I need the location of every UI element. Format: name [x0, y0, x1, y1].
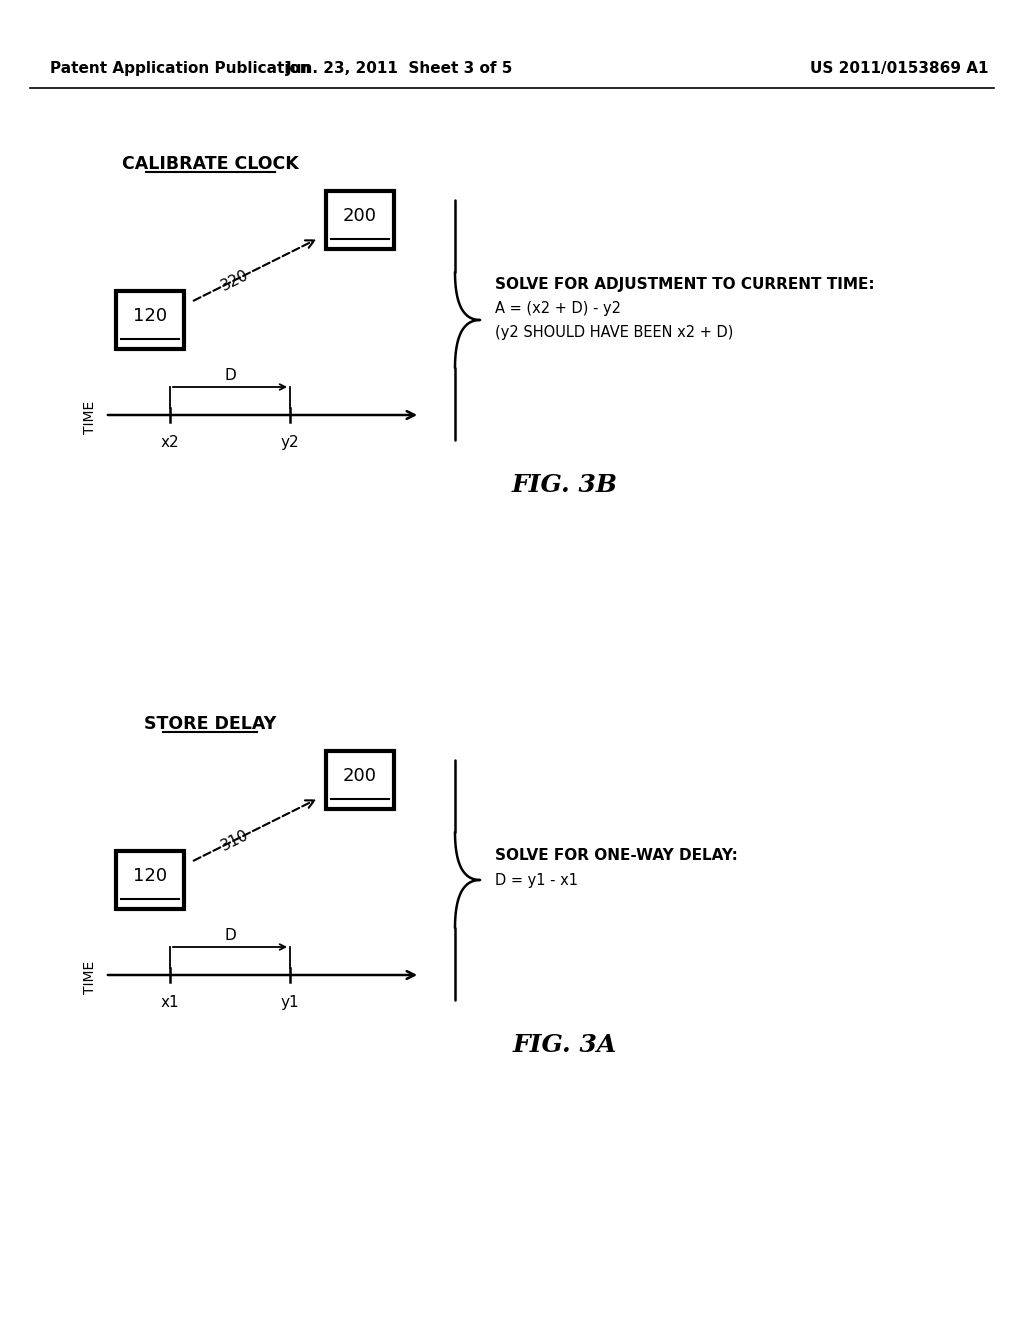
Text: US 2011/0153869 A1: US 2011/0153869 A1 — [810, 61, 988, 75]
FancyBboxPatch shape — [116, 290, 184, 348]
Text: y1: y1 — [281, 995, 299, 1010]
Text: 320: 320 — [219, 267, 251, 293]
Text: STORE DELAY: STORE DELAY — [144, 715, 276, 733]
Text: TIME: TIME — [83, 400, 97, 434]
FancyBboxPatch shape — [116, 851, 184, 909]
Text: D: D — [224, 928, 236, 942]
Text: y2: y2 — [281, 436, 299, 450]
Text: Jun. 23, 2011  Sheet 3 of 5: Jun. 23, 2011 Sheet 3 of 5 — [287, 61, 514, 75]
Text: x1: x1 — [161, 995, 179, 1010]
Text: SOLVE FOR ONE-WAY DELAY:: SOLVE FOR ONE-WAY DELAY: — [495, 849, 738, 863]
Text: SOLVE FOR ADJUSTMENT TO CURRENT TIME:: SOLVE FOR ADJUSTMENT TO CURRENT TIME: — [495, 276, 874, 292]
Text: D: D — [224, 368, 236, 383]
Text: TIME: TIME — [83, 961, 97, 994]
Text: A = (x2 + D) - y2: A = (x2 + D) - y2 — [495, 301, 621, 315]
Text: (y2 SHOULD HAVE BEEN x2 + D): (y2 SHOULD HAVE BEEN x2 + D) — [495, 325, 733, 339]
Text: 120: 120 — [133, 867, 167, 884]
FancyBboxPatch shape — [326, 751, 394, 809]
Text: 200: 200 — [343, 767, 377, 785]
Text: CALIBRATE CLOCK: CALIBRATE CLOCK — [122, 154, 298, 173]
Text: D = y1 - x1: D = y1 - x1 — [495, 873, 578, 887]
Text: FIG. 3A: FIG. 3A — [513, 1034, 617, 1057]
Text: 200: 200 — [343, 207, 377, 224]
Text: 310: 310 — [219, 826, 251, 853]
Text: x2: x2 — [161, 436, 179, 450]
Text: Patent Application Publication: Patent Application Publication — [50, 61, 310, 75]
FancyBboxPatch shape — [326, 191, 394, 249]
Text: 120: 120 — [133, 308, 167, 325]
Text: FIG. 3B: FIG. 3B — [512, 473, 618, 498]
